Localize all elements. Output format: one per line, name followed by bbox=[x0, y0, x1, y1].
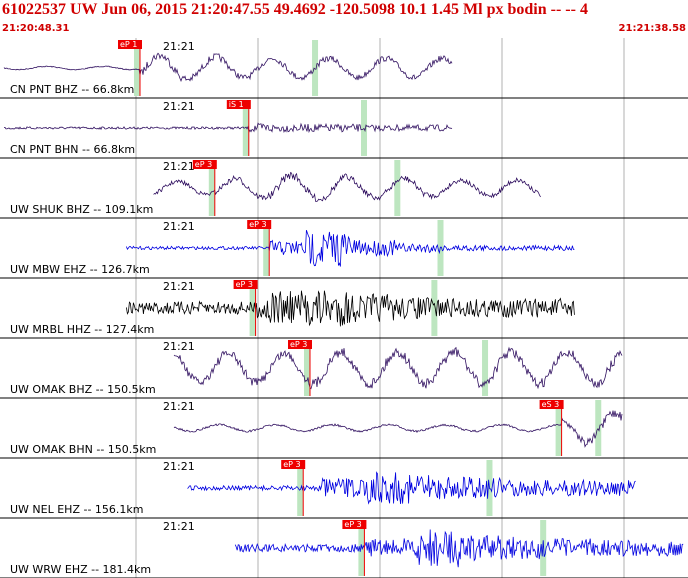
header-bar: 61022537 UW Jun 06, 2015 21:20:47.55 49.… bbox=[0, 0, 688, 38]
waveform bbox=[126, 290, 575, 327]
waveform bbox=[153, 171, 541, 202]
start-time: 21:20:48.31 bbox=[2, 23, 70, 34]
pick-label: eP 3 bbox=[249, 220, 266, 229]
pick-label: eP 1 bbox=[120, 40, 137, 49]
event-title: 61022537 UW Jun 06, 2015 21:20:47.55 49.… bbox=[2, 1, 588, 18]
time-tick: 21:21 bbox=[163, 340, 195, 353]
station-label: UW MRBL HHZ -- 127.4km bbox=[10, 323, 154, 336]
arrival-window bbox=[394, 160, 401, 216]
arrival-window bbox=[358, 520, 365, 576]
arrival-window bbox=[249, 280, 256, 336]
pick-flag bbox=[233, 280, 258, 289]
waveform bbox=[173, 410, 623, 448]
pick-flag bbox=[192, 160, 217, 169]
arrival-window bbox=[595, 400, 602, 456]
arrival-window bbox=[361, 100, 367, 156]
pick-label: eP 3 bbox=[344, 520, 361, 529]
pick-label: eS 3 bbox=[542, 400, 560, 409]
time-tick: 21:21 bbox=[163, 160, 195, 173]
waveform bbox=[3, 122, 453, 134]
time-tick: 21:21 bbox=[163, 280, 195, 293]
arrival-window bbox=[304, 340, 310, 396]
station-label: UW OMAK BHZ -- 150.5km bbox=[10, 383, 156, 396]
pick-flag bbox=[342, 520, 367, 529]
pick-flag bbox=[288, 340, 312, 349]
pick-label: eP 3 bbox=[283, 460, 300, 469]
time-tick: 21:21 bbox=[163, 520, 195, 533]
end-time: 21:21:38.58 bbox=[618, 23, 686, 34]
arrival-window bbox=[312, 40, 319, 96]
pick-flag bbox=[539, 400, 564, 409]
time-tick: 21:21 bbox=[163, 220, 195, 233]
waveform bbox=[173, 346, 623, 390]
station-label: UW NEL EHZ -- 156.1km bbox=[10, 503, 144, 516]
time-tick: 21:21 bbox=[163, 40, 195, 53]
pick-label: eP 3 bbox=[195, 160, 212, 169]
seismogram-panel[interactable]: eP 1 21:21 CN PNT BHZ -- 66.8km iS 1 21:21 CN… bbox=[0, 38, 688, 578]
arrival-window bbox=[134, 40, 140, 96]
station-label: CN PNT BHZ -- 66.8km bbox=[10, 83, 134, 96]
waveform bbox=[187, 471, 636, 505]
arrival-window bbox=[242, 100, 249, 156]
time-tick: 21:21 bbox=[163, 100, 195, 113]
arrival-window bbox=[482, 340, 489, 396]
time-tick: 21:21 bbox=[163, 460, 195, 473]
station-label: UW WRW EHZ -- 181.4km bbox=[10, 563, 151, 576]
pick-flag bbox=[281, 460, 306, 469]
station-label: UW SHUK BHZ -- 109.1km bbox=[10, 203, 153, 216]
pick-flag bbox=[226, 100, 251, 109]
station-label: UW MBW EHZ -- 126.7km bbox=[10, 263, 150, 276]
waveform bbox=[234, 529, 684, 568]
pick-flag bbox=[118, 40, 142, 49]
station-label: CN PNT BHN -- 66.8km bbox=[10, 143, 135, 156]
pick-flag bbox=[247, 220, 272, 229]
arrival-window bbox=[431, 280, 438, 336]
arrival-window bbox=[208, 160, 215, 216]
arrival-window bbox=[555, 400, 562, 456]
station-label: UW OMAK BHN -- 150.5km bbox=[10, 443, 156, 456]
arrival-window bbox=[540, 520, 547, 576]
arrival-window bbox=[297, 460, 304, 516]
waveform bbox=[3, 52, 453, 83]
pick-label: eP 3 bbox=[290, 340, 307, 349]
waveform bbox=[126, 229, 575, 267]
pick-label: iS 1 bbox=[229, 100, 244, 109]
pick-label: eP 3 bbox=[236, 280, 253, 289]
time-tick: 21:21 bbox=[163, 400, 195, 413]
